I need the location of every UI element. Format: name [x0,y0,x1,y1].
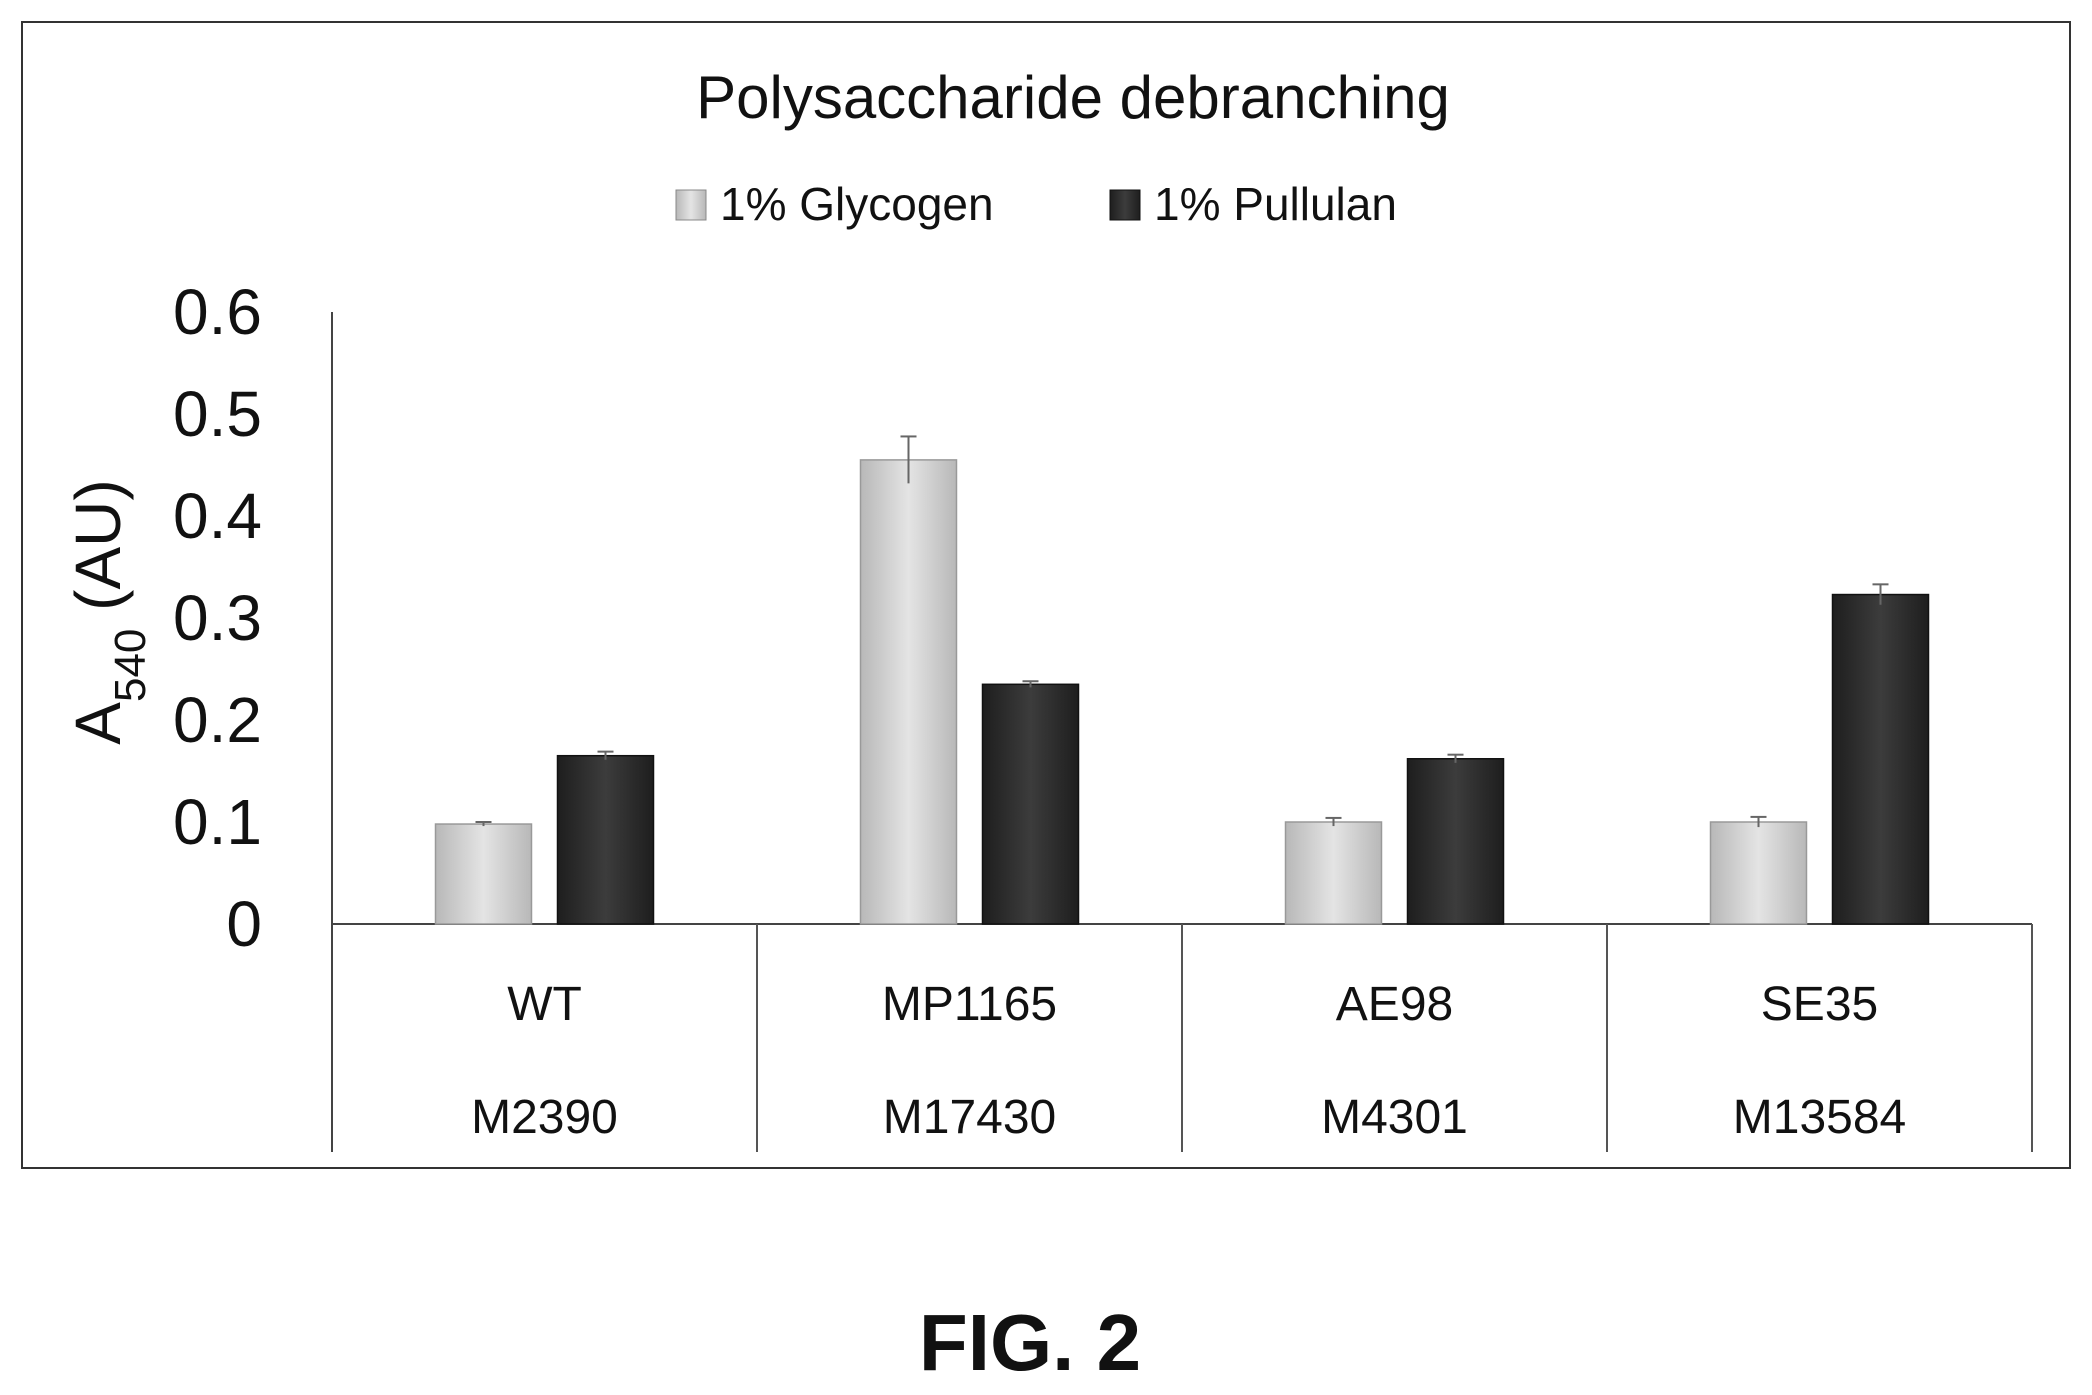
y-tick-label: 0.6 [173,276,262,348]
bar-glycogen [1709,821,1808,925]
bar-pullulan [1831,593,1930,925]
legend-swatch-pullulan [1109,189,1141,221]
category-label-id: M13584 [1733,1091,1906,1144]
category-label-id: M4301 [1321,1091,1468,1144]
y-tick-label: 0.4 [173,480,262,552]
chart-title: Polysaccharide debranching [696,64,1450,131]
y-axis-label: A540 (AU) [62,479,155,744]
y-tick-label: 0 [226,888,262,960]
chart-frame [21,21,2071,1169]
legend-label-pullulan: 1% Pullulan [1154,178,1397,230]
legend: 1% Glycogen 1% Pullulan [675,178,1397,230]
bar-glycogen [859,459,958,925]
legend-label-glycogen: 1% Glycogen [720,178,994,230]
y-tick-label: 0.2 [173,684,262,756]
legend-swatch-glycogen [675,189,707,221]
figure-label: FIG. 2 [919,1298,1141,1387]
bar-pullulan [556,754,655,925]
plot-area: 0 0.1 0.2 0.3 0.4 0.5 0.6 WT M2390 MP1165 M17430 AE… [173,276,2033,1152]
y-tick-label: 0.1 [173,786,262,858]
bar-pullulan [1406,758,1505,925]
y-tick-label: 0.3 [173,582,262,654]
y-axis-label-unit: (AU) [62,479,134,628]
category-label-strain: WT [507,978,582,1031]
category-label-strain: AE98 [1336,978,1453,1031]
category-label-strain: MP1165 [882,978,1057,1031]
category-label-id: M2390 [471,1091,618,1144]
y-axis-label-subscript: 540 [106,629,155,702]
bar-glycogen [434,823,533,925]
y-axis-label-main: A [62,702,134,745]
bar-glycogen [1284,821,1383,925]
category-label-strain: SE35 [1761,978,1878,1031]
category-label-id: M17430 [883,1091,1056,1144]
bar-pullulan [981,683,1080,925]
y-tick-label: 0.5 [173,378,262,450]
